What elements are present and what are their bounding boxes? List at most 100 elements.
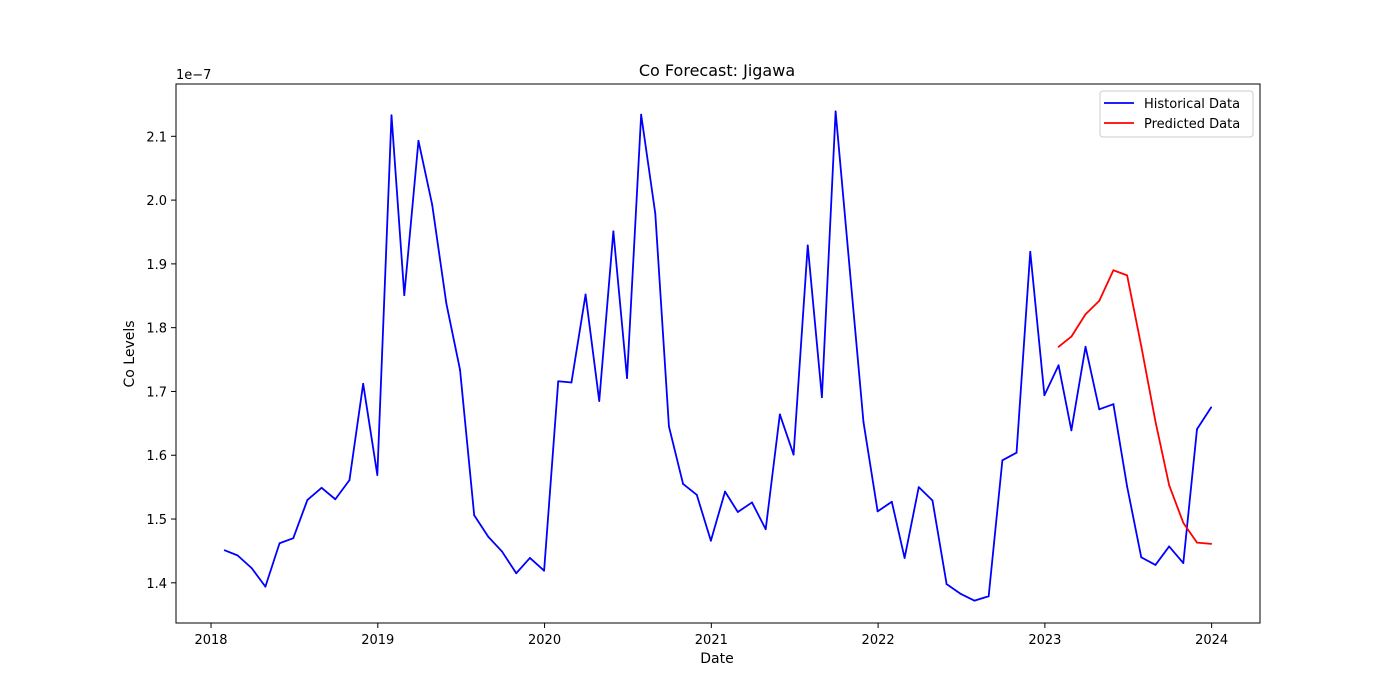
data-point-historical-data [459,368,461,371]
data-point-historical-data [1098,408,1101,411]
data-point-historical-data [570,381,573,384]
data-point-historical-data [1168,545,1171,548]
data-point-historical-data [348,479,351,482]
data-point-historical-data [987,595,990,598]
x-tick-label: 2018 [194,633,227,648]
data-point-historical-data [1001,459,1004,462]
data-point-historical-data [417,139,420,142]
data-point-historical-data [1196,428,1198,430]
series-line-historical-data [224,110,1212,602]
data-point-historical-data [890,500,893,503]
data-point-historical-data [736,511,739,513]
data-point-historical-data [390,114,393,117]
data-point-historical-data [403,294,406,297]
y-tick-label: 1.6 [146,449,167,464]
series-line-predicted-data [1058,269,1212,545]
x-tick-label: 2019 [361,633,394,648]
data-point-predicted-data [1168,484,1171,487]
y-axis-label: Co Levels [122,320,138,387]
data-point-historical-data [278,542,281,545]
data-point-historical-data [668,425,670,428]
data-point-predicted-data [1057,345,1060,348]
data-point-historical-data [764,528,767,531]
data-point-historical-data [654,212,657,215]
y-axis: 1.4 1.5 1.6 1.7 1.8 1.9 2.0 2.1 [146,130,176,592]
x-tick-label: 2021 [695,633,728,648]
data-point-historical-data [376,474,379,476]
data-point-historical-data [1057,364,1060,367]
data-point-historical-data [223,549,226,552]
data-point-historical-data [834,110,837,113]
y-tick-label: 2.0 [146,194,167,209]
y-tick-label: 2.1 [146,130,167,145]
legend-box [1099,90,1254,138]
data-point-historical-data [1154,564,1157,566]
axes-background [176,84,1260,623]
data-point-historical-data [1070,429,1073,432]
data-point-historical-data [1029,250,1032,253]
chart-title: Co Forecast: Jigawa [639,61,795,80]
data-point-predicted-data [1210,543,1213,545]
data-point-predicted-data [1098,299,1101,302]
data-point-historical-data [584,293,587,296]
data-point-historical-data [236,554,239,557]
data-point-historical-data [1210,406,1213,409]
data-point-historical-data [917,486,920,489]
data-point-historical-data [1182,562,1185,564]
data-point-historical-data [334,498,337,501]
data-point-historical-data [792,453,795,456]
data-point-historical-data [778,413,781,416]
y-tick-label: 1.4 [146,577,167,592]
legend-items: Historical Data Predicted Data [1104,97,1240,132]
data-point-historical-data [903,557,906,559]
data-point-predicted-data [1126,274,1129,277]
data-point-predicted-data [1084,313,1087,316]
plot-area [175,83,1261,624]
legend: Historical Data Predicted Data [1099,90,1254,138]
x-axis: 2018 2019 2020 2021 2022 2023 2024 [194,623,1228,648]
data-point-historical-data [1084,345,1087,348]
data-point-historical-data [820,396,823,399]
data-point-historical-data [862,421,865,423]
data-point-historical-data [1140,556,1143,559]
data-point-historical-data [515,572,518,575]
x-axis-label: Date [700,651,733,667]
y-tick-label: 1.9 [146,258,167,273]
y-offset-label: 1e−7 [176,68,211,83]
data-point-historical-data [487,535,490,538]
y-tick-label: 1.8 [146,322,167,337]
axes-frame [175,83,1261,624]
data-point-historical-data [806,244,809,247]
data-point-historical-data [362,382,365,385]
data-point-historical-data [626,377,628,379]
series-layer [223,110,1213,602]
data-point-historical-data [876,510,879,513]
data-point-historical-data [1015,451,1018,454]
data-point-historical-data [959,592,962,595]
data-point-historical-data [640,113,643,116]
data-point-historical-data [445,302,448,305]
x-tick-label: 2024 [1195,633,1228,648]
data-point-historical-data [1043,394,1046,397]
data-point-historical-data [848,268,851,271]
data-point-historical-data [945,583,948,585]
data-point-predicted-data [1140,345,1143,348]
data-point-historical-data [973,599,976,602]
data-point-historical-data [543,569,546,572]
data-point-historical-data [682,483,684,485]
data-point-historical-data [709,539,712,542]
data-point-predicted-data [1070,335,1073,338]
data-point-historical-data [320,486,323,489]
data-point-historical-data [529,557,531,559]
legend-label-predicted-data: Predicted Data [1144,117,1240,132]
data-point-historical-data [557,380,560,383]
data-point-predicted-data [1196,541,1198,544]
data-point-historical-data [501,550,503,553]
x-tick-label: 2022 [862,633,895,648]
data-point-historical-data [931,499,934,502]
data-point-historical-data [306,498,309,501]
data-point-predicted-data [1182,521,1185,524]
data-point-historical-data [250,567,253,570]
data-point-historical-data [1126,485,1129,488]
